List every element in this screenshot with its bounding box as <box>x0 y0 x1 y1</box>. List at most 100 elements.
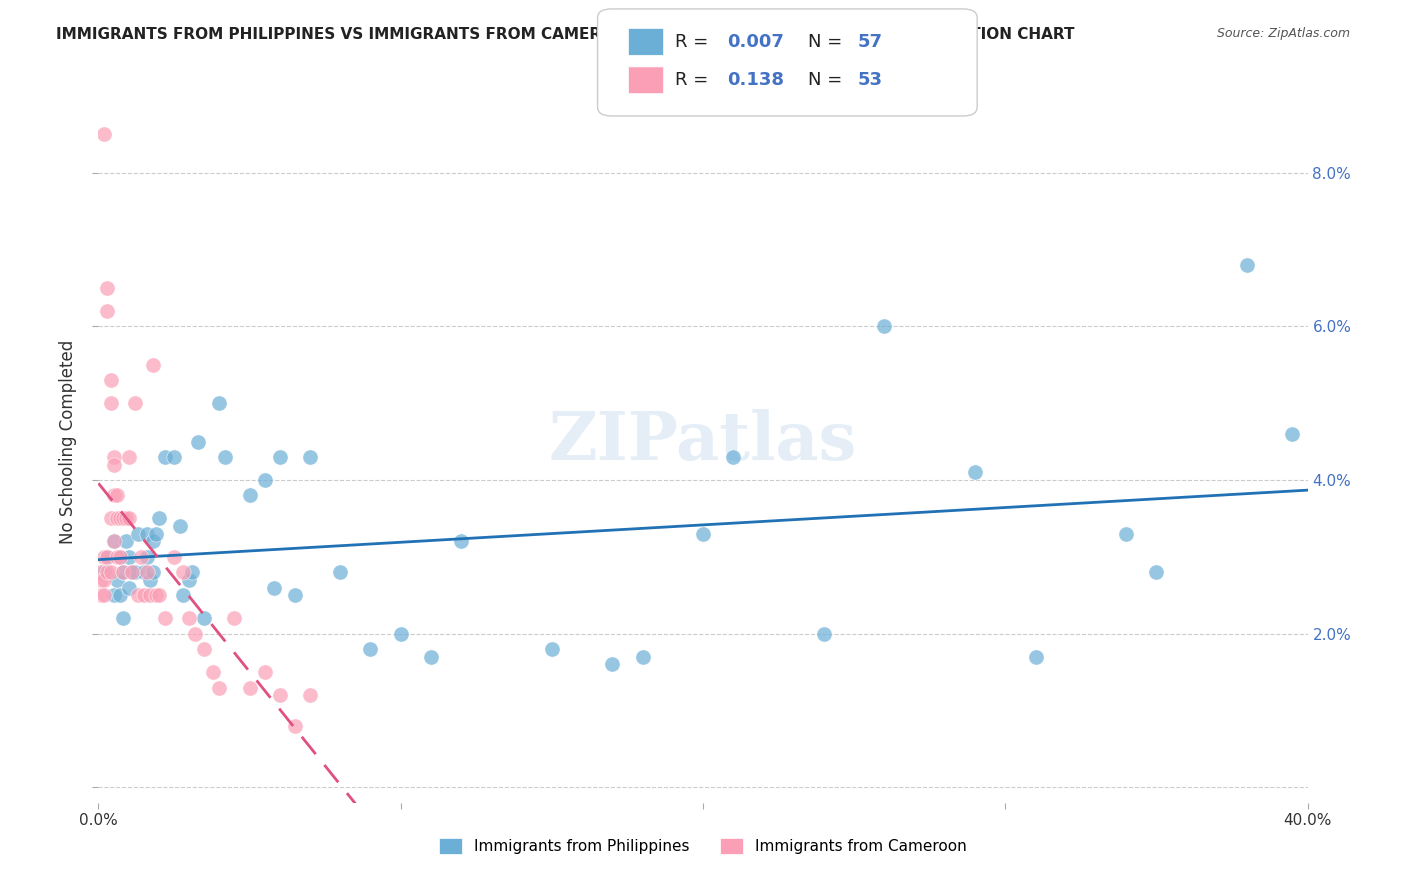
Text: 0.007: 0.007 <box>727 33 783 51</box>
Text: R =: R = <box>675 71 714 89</box>
Point <box>193 642 215 657</box>
Point <box>873 319 896 334</box>
Point <box>239 488 262 502</box>
Point <box>208 681 231 695</box>
Point <box>103 534 125 549</box>
Point <box>202 665 225 680</box>
Point <box>103 588 125 602</box>
Point <box>135 526 157 541</box>
Point <box>139 573 162 587</box>
Point <box>121 565 143 579</box>
Point <box>179 573 201 587</box>
Point <box>96 304 118 318</box>
Point <box>253 473 276 487</box>
Point <box>148 511 170 525</box>
Point <box>1281 426 1303 441</box>
Text: 53: 53 <box>858 71 883 89</box>
Point <box>105 549 128 564</box>
Point <box>135 549 157 564</box>
Point <box>208 396 231 410</box>
Point <box>224 611 246 625</box>
Point <box>187 434 209 449</box>
Point <box>139 588 162 602</box>
Point <box>90 565 112 579</box>
Y-axis label: No Schooling Completed: No Schooling Completed <box>59 340 77 543</box>
Point <box>105 511 128 525</box>
Point <box>118 450 141 464</box>
Point <box>127 588 149 602</box>
Point <box>124 565 146 579</box>
Point <box>118 549 141 564</box>
Point <box>118 511 141 525</box>
Legend: Immigrants from Philippines, Immigrants from Cameroon: Immigrants from Philippines, Immigrants … <box>433 832 973 860</box>
Point <box>602 657 624 672</box>
Point <box>93 127 115 141</box>
Point <box>299 688 322 702</box>
Point <box>813 626 835 640</box>
Point <box>965 465 987 479</box>
Point <box>692 526 714 541</box>
Point <box>631 649 654 664</box>
Point <box>96 549 118 564</box>
Point <box>93 549 115 564</box>
Point <box>145 588 167 602</box>
Point <box>169 519 191 533</box>
Point <box>114 511 136 525</box>
Point <box>299 450 322 464</box>
Point <box>111 565 134 579</box>
Text: ZIPatlas: ZIPatlas <box>548 409 858 474</box>
Text: Source: ZipAtlas.com: Source: ZipAtlas.com <box>1216 27 1350 40</box>
Point <box>93 573 115 587</box>
Point <box>263 581 285 595</box>
Point <box>723 450 745 464</box>
Point <box>96 549 118 564</box>
Point <box>100 565 122 579</box>
Point <box>389 626 412 640</box>
Point <box>142 358 165 372</box>
Point <box>132 588 155 602</box>
Point <box>108 511 131 525</box>
Point <box>163 450 186 464</box>
Point <box>269 688 291 702</box>
Point <box>118 581 141 595</box>
Point <box>96 281 118 295</box>
Point <box>269 450 291 464</box>
Point <box>103 458 125 472</box>
Point <box>420 649 443 664</box>
Point <box>96 565 118 579</box>
Point <box>163 549 186 564</box>
Text: R =: R = <box>675 33 714 51</box>
Point <box>129 549 152 564</box>
Text: IMMIGRANTS FROM PHILIPPINES VS IMMIGRANTS FROM CAMEROON NO SCHOOLING COMPLETED C: IMMIGRANTS FROM PHILIPPINES VS IMMIGRANT… <box>56 27 1074 42</box>
Point <box>111 611 134 625</box>
Point <box>329 565 352 579</box>
Point <box>360 642 382 657</box>
Point <box>214 450 236 464</box>
Point <box>108 549 131 564</box>
Point <box>114 534 136 549</box>
Point <box>105 488 128 502</box>
Point <box>142 565 165 579</box>
Point <box>90 573 112 587</box>
Point <box>540 642 562 657</box>
Point <box>108 549 131 564</box>
Point <box>450 534 472 549</box>
Point <box>153 450 176 464</box>
Text: N =: N = <box>808 71 848 89</box>
Point <box>103 534 125 549</box>
Point <box>135 565 157 579</box>
Point <box>1144 565 1167 579</box>
Point <box>93 588 115 602</box>
Point <box>100 511 122 525</box>
Point <box>284 719 307 733</box>
Point <box>1236 258 1258 272</box>
Point <box>111 511 134 525</box>
Point <box>253 665 276 680</box>
Point <box>108 588 131 602</box>
Point <box>100 373 122 387</box>
Point <box>181 565 204 579</box>
Point <box>121 565 143 579</box>
Point <box>127 526 149 541</box>
Point <box>93 565 115 579</box>
Text: 57: 57 <box>858 33 883 51</box>
